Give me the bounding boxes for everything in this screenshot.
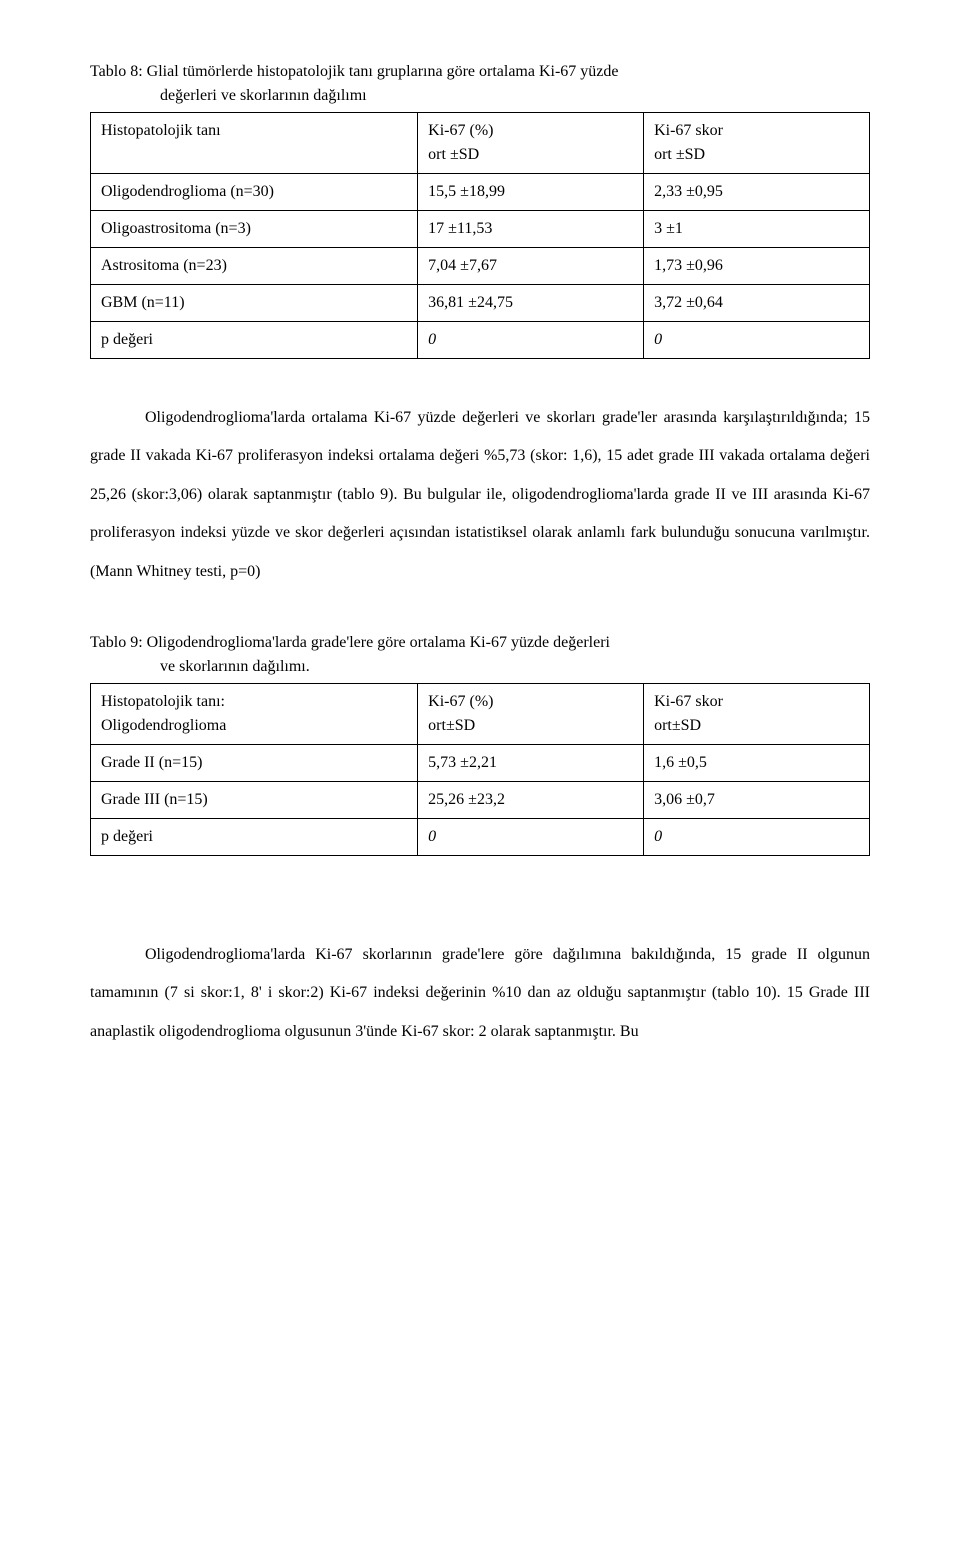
table8-title-line1: Tablo 8: Glial tümörlerde histopatolojik… — [90, 63, 619, 80]
table8-title: Tablo 8: Glial tümörlerde histopatolojik… — [90, 60, 870, 108]
table9-title-line2: ve skorlarının dağılımı. — [90, 655, 870, 679]
table9-title: Tablo 9: Oligodendroglioma'larda grade'l… — [90, 631, 870, 679]
paragraph-1: Oligodendroglioma'larda ortalama Ki-67 y… — [90, 399, 870, 591]
table8-h1: Histopatolojik tanı — [91, 113, 418, 174]
table8: Histopatolojik tanı Ki-67 (%) ort ±SD Ki… — [90, 112, 870, 359]
paragraph-2: Oligodendroglioma'larda Ki-67 skorlarını… — [90, 936, 870, 1051]
table9: Histopatolojik tanı: Oligodendroglioma K… — [90, 683, 870, 856]
table-row: Grade III (n=15) 25,26 ±23,2 3,06 ±0,7 — [91, 781, 870, 818]
table9-h1: Histopatolojik tanı: Oligodendroglioma — [91, 683, 418, 744]
table8-h3: Ki-67 skor ort ±SD — [644, 113, 870, 174]
table9-title-line1: Tablo 9: Oligodendroglioma'larda grade'l… — [90, 634, 610, 651]
table9-p-row: p değeri 0 0 — [91, 818, 870, 855]
table8-p-row: p değeri 0 0 — [91, 322, 870, 359]
table-row: Astrositoma (n=23) 7,04 ±7,67 1,73 ±0,96 — [91, 248, 870, 285]
table9-h3: Ki-67 skor ort±SD — [644, 683, 870, 744]
table-row: GBM (n=11) 36,81 ±24,75 3,72 ±0,64 — [91, 285, 870, 322]
table8-header-row: Histopatolojik tanı Ki-67 (%) ort ±SD Ki… — [91, 113, 870, 174]
table-row: Grade II (n=15) 5,73 ±2,21 1,6 ±0,5 — [91, 744, 870, 781]
table9-h2: Ki-67 (%) ort±SD — [418, 683, 644, 744]
table-row: Oligodendroglioma (n=30) 15,5 ±18,99 2,3… — [91, 174, 870, 211]
table8-h2: Ki-67 (%) ort ±SD — [418, 113, 644, 174]
table9-header-row: Histopatolojik tanı: Oligodendroglioma K… — [91, 683, 870, 744]
table8-title-line2: değerleri ve skorlarının dağılımı — [90, 84, 870, 108]
table-row: Oligoastrositoma (n=3) 17 ±11,53 3 ±1 — [91, 211, 870, 248]
